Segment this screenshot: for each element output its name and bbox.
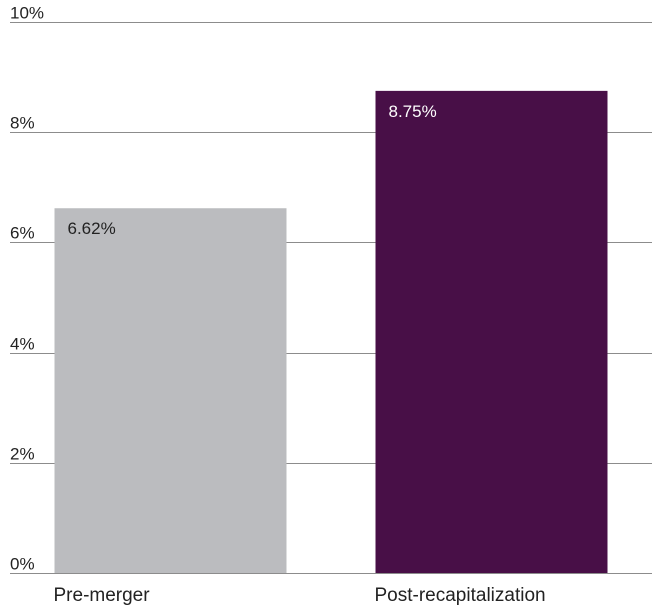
y-tick-label: 4% xyxy=(10,335,35,354)
data-labels: 6.62% 8.75% xyxy=(68,102,437,238)
bar xyxy=(375,90,608,573)
y-axis-tick-labels: 0% 2% 4% 6% 8% 10% xyxy=(10,4,44,574)
y-tick-label: 10% xyxy=(10,4,44,23)
y-tick-label: 6% xyxy=(10,224,35,243)
y-tick-label: 8% xyxy=(10,114,35,133)
category-labels: Pre-merger Post-recapitalization xyxy=(54,585,546,606)
y-tick-label: 0% xyxy=(10,555,35,574)
data-label: 8.75% xyxy=(389,102,437,121)
bar xyxy=(54,208,287,573)
category-label: Post-recapitalization xyxy=(375,585,546,606)
category-label: Pre-merger xyxy=(54,585,151,606)
data-label: 6.62% xyxy=(68,219,116,238)
y-tick-label: 2% xyxy=(10,445,35,464)
bars xyxy=(54,90,608,573)
